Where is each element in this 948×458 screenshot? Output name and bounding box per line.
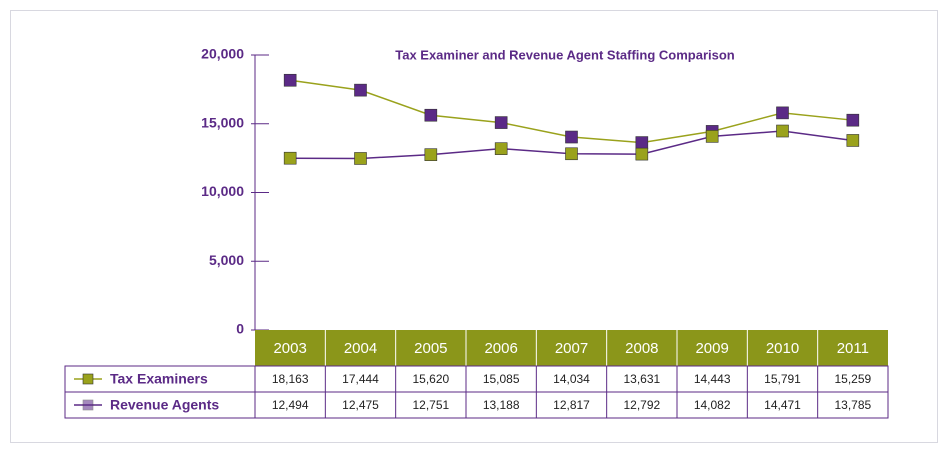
frame bbox=[10, 10, 938, 443]
table-cell: 17,444 bbox=[342, 372, 379, 386]
table-cell: 13,785 bbox=[834, 398, 871, 412]
marker bbox=[705, 130, 719, 143]
marker bbox=[424, 108, 438, 122]
marker bbox=[283, 73, 297, 87]
marker bbox=[424, 148, 438, 161]
x-tick-label: 2006 bbox=[484, 340, 517, 357]
marker bbox=[776, 106, 789, 120]
table-cell: 15,620 bbox=[412, 372, 449, 386]
legend-label: Revenue Agents bbox=[110, 397, 219, 413]
table-cell: 15,085 bbox=[483, 372, 520, 386]
marker bbox=[565, 147, 578, 161]
x-tick-label: 2005 bbox=[414, 340, 447, 357]
marker bbox=[283, 151, 297, 165]
table-cell: 12,475 bbox=[342, 398, 379, 412]
y-tick-label: 10,000 bbox=[201, 183, 244, 199]
y-tick-label: 20,000 bbox=[201, 46, 244, 62]
table-cell: 12,817 bbox=[553, 398, 590, 412]
x-tick-label: 2010 bbox=[766, 340, 799, 357]
marker bbox=[846, 134, 860, 147]
table-cell: 14,034 bbox=[553, 372, 590, 386]
marker bbox=[565, 130, 578, 144]
table-cell: 13,188 bbox=[483, 398, 520, 412]
x-tick-label: 2009 bbox=[695, 340, 728, 357]
marker bbox=[776, 124, 789, 138]
legend-marker bbox=[82, 373, 94, 385]
table-cell: 14,443 bbox=[694, 372, 731, 386]
x-tick-label: 2011 bbox=[837, 340, 869, 357]
table-header bbox=[255, 330, 888, 366]
legend-marker bbox=[82, 399, 94, 411]
y-tick-label: 0 bbox=[236, 321, 244, 337]
marker bbox=[846, 113, 860, 127]
table-cell: 12,751 bbox=[412, 398, 449, 412]
x-tick-label: 2003 bbox=[273, 340, 306, 357]
marker bbox=[354, 83, 367, 97]
x-tick-label: 2007 bbox=[555, 340, 588, 357]
x-tick-label: 2008 bbox=[625, 340, 658, 357]
marker bbox=[494, 116, 508, 129]
y-tick-label: 5,000 bbox=[209, 252, 244, 268]
table-cell: 12,792 bbox=[623, 398, 660, 412]
table-cell: 14,082 bbox=[694, 398, 731, 412]
table-cell: 14,471 bbox=[764, 398, 801, 412]
marker bbox=[635, 136, 649, 149]
x-tick-label: 2004 bbox=[344, 340, 377, 357]
table-cell: 18,163 bbox=[272, 372, 309, 386]
chart-title: Tax Examiner and Revenue Agent Staffing … bbox=[395, 47, 735, 62]
marker bbox=[635, 147, 649, 161]
y-tick-label: 15,000 bbox=[201, 114, 244, 130]
table-cell: 15,259 bbox=[834, 372, 871, 386]
table-cell: 15,791 bbox=[764, 372, 801, 386]
table-cell: 13,631 bbox=[623, 372, 660, 386]
marker bbox=[494, 142, 508, 155]
table-cell: 12,494 bbox=[272, 398, 309, 412]
legend-label: Tax Examiners bbox=[110, 371, 208, 387]
marker bbox=[354, 152, 367, 165]
